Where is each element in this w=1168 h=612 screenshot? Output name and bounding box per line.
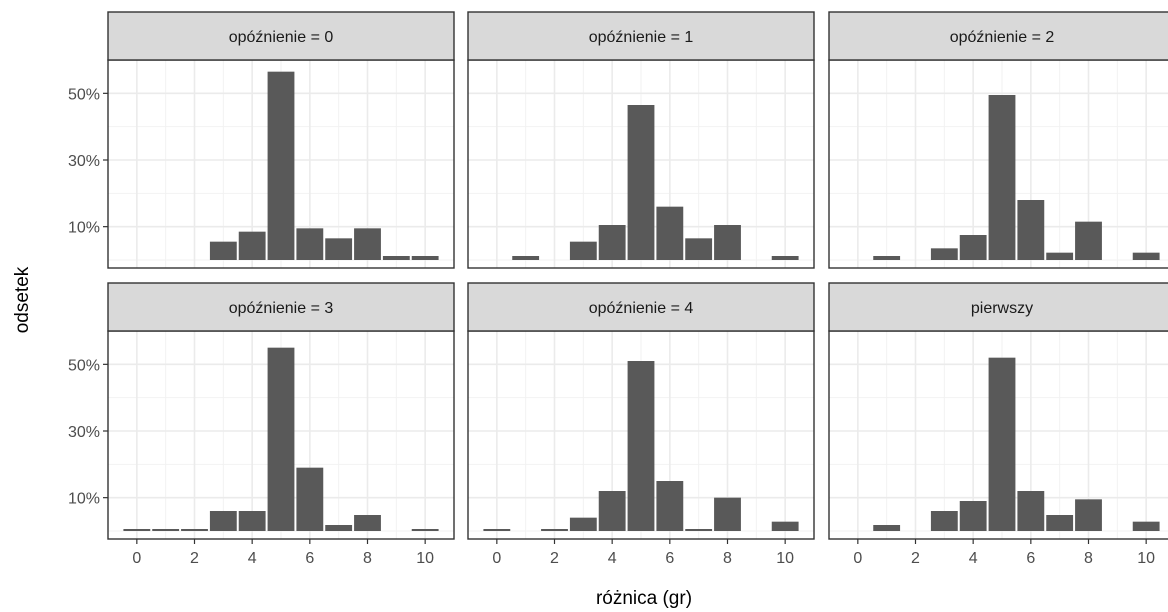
x-tick-label: 4	[608, 550, 617, 567]
y-tick-label: 10%	[68, 220, 100, 237]
facet-panel-5: pierwszy 0 2 4 6 8 10	[828, 282, 1168, 567]
x-tick-label: 0	[132, 550, 141, 567]
histogram-bar	[1046, 515, 1074, 531]
y-tick-label: 50%	[68, 86, 100, 103]
x-tick-label: 2	[911, 550, 920, 567]
histogram-bar	[656, 206, 684, 260]
y-axis-title: odsetek	[12, 266, 33, 333]
facet-strip-label: opóźnienie = 0	[229, 29, 334, 46]
x-tick-label: 10	[416, 550, 434, 567]
histogram-bar	[325, 525, 353, 531]
facet-strip-label: pierwszy	[971, 300, 1033, 317]
histogram-bar	[123, 529, 151, 531]
x-tick-label: 4	[248, 550, 257, 567]
histogram-bar	[296, 228, 324, 260]
histogram-bar	[267, 347, 295, 531]
histogram-bar	[512, 256, 540, 260]
histogram-bar	[873, 256, 901, 260]
panels-layer: opóźnienie = 0 10% 30% 50% opóźnienie = 1 opó…	[68, 11, 1168, 567]
x-tick-label: 10	[1137, 550, 1155, 567]
histogram-bar	[483, 529, 511, 531]
facet-strip	[467, 11, 815, 61]
histogram-bar	[771, 521, 799, 531]
histogram-bar	[959, 235, 987, 260]
x-tick-label: 0	[853, 550, 862, 567]
y-tick-label: 30%	[68, 153, 100, 170]
x-tick-label: 8	[723, 550, 732, 567]
histogram-bar	[541, 529, 568, 531]
facet-panel-3: opóźnienie = 3 10% 30% 50% 0 2 4 6 8 10	[68, 282, 455, 567]
x-tick-label: 6	[665, 550, 674, 567]
x-tick-label: 8	[1084, 550, 1093, 567]
histogram-bar	[325, 238, 353, 260]
x-tick-label: 2	[550, 550, 559, 567]
facet-strip	[828, 11, 1168, 61]
histogram-bar	[411, 529, 439, 531]
histogram-bar	[930, 248, 958, 260]
histogram-bar	[181, 529, 208, 531]
histogram-bar	[238, 231, 266, 260]
histogram-bar	[1132, 521, 1160, 531]
facet-strip-label: opóźnienie = 1	[589, 29, 694, 46]
facet-strip-label: opóźnienie = 4	[589, 300, 694, 317]
histogram-bar	[354, 228, 381, 260]
histogram-bar	[627, 361, 655, 531]
histogram-bar	[771, 256, 799, 260]
histogram-bar	[209, 241, 237, 260]
facet-panel-1: opóźnienie = 1	[467, 11, 815, 269]
histogram-bar	[959, 501, 987, 531]
histogram-bar	[714, 497, 741, 531]
histogram-bar	[988, 95, 1016, 260]
facet-panel-2: opóźnienie = 2	[828, 11, 1168, 269]
histogram-bar	[1075, 499, 1102, 531]
facet-strip	[107, 282, 455, 332]
x-tick-label: 2	[190, 550, 199, 567]
x-tick-label: 6	[305, 550, 314, 567]
histogram-bar	[685, 238, 713, 260]
histogram-bar	[714, 225, 741, 260]
x-tick-label: 10	[776, 550, 794, 567]
histogram-bar	[382, 256, 410, 260]
histogram-bar	[930, 511, 958, 531]
histogram-bar	[411, 256, 439, 260]
histogram-bar	[598, 491, 626, 531]
x-axis-title: różnica (gr)	[596, 588, 692, 609]
histogram-bar	[569, 241, 597, 260]
x-tick-label: 0	[492, 550, 501, 567]
y-tick-label: 50%	[68, 357, 100, 374]
histogram-bar	[1046, 252, 1074, 260]
histogram-bar	[1017, 491, 1045, 531]
histogram-bar	[267, 71, 295, 261]
histogram-bar	[873, 525, 901, 531]
histogram-bar	[988, 357, 1016, 531]
histogram-bar	[1017, 200, 1045, 260]
histogram-bar	[354, 515, 381, 531]
histogram-bar	[296, 467, 324, 531]
facet-strip	[467, 282, 815, 332]
histogram-bar	[1075, 221, 1102, 260]
histogram-bar	[152, 529, 180, 531]
facet-strip	[828, 282, 1168, 332]
histogram-bar	[685, 529, 713, 531]
x-tick-label: 4	[969, 550, 978, 567]
histogram-bar	[1132, 252, 1160, 260]
facet-strip-label: opóźnienie = 3	[229, 300, 334, 317]
x-tick-label: 6	[1026, 550, 1035, 567]
facet-panel-0: opóźnienie = 0 10% 30% 50%	[68, 11, 455, 269]
histogram-bar	[656, 481, 684, 531]
histogram-bar	[238, 511, 266, 531]
histogram-bar	[209, 511, 237, 531]
histogram-bar	[598, 225, 626, 260]
histogram-bar	[569, 517, 597, 531]
x-tick-label: 8	[363, 550, 372, 567]
y-tick-label: 10%	[68, 491, 100, 508]
y-tick-label: 30%	[68, 424, 100, 441]
facet-strip-label: opóźnienie = 2	[950, 29, 1055, 46]
facet-panel-4: opóźnienie = 4 0 2 4 6 8 10	[467, 282, 815, 567]
facet-strip	[107, 11, 455, 61]
histogram-bar	[627, 105, 655, 260]
